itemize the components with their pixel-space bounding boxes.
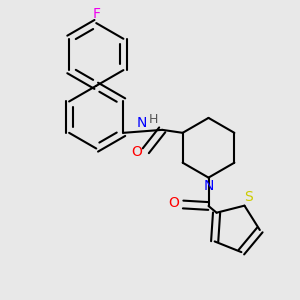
Text: S: S <box>244 190 253 204</box>
Text: O: O <box>169 196 180 210</box>
Text: H: H <box>148 113 158 127</box>
Text: N: N <box>136 116 146 130</box>
Text: O: O <box>131 145 142 159</box>
Text: F: F <box>92 7 100 20</box>
Text: N: N <box>203 179 214 193</box>
